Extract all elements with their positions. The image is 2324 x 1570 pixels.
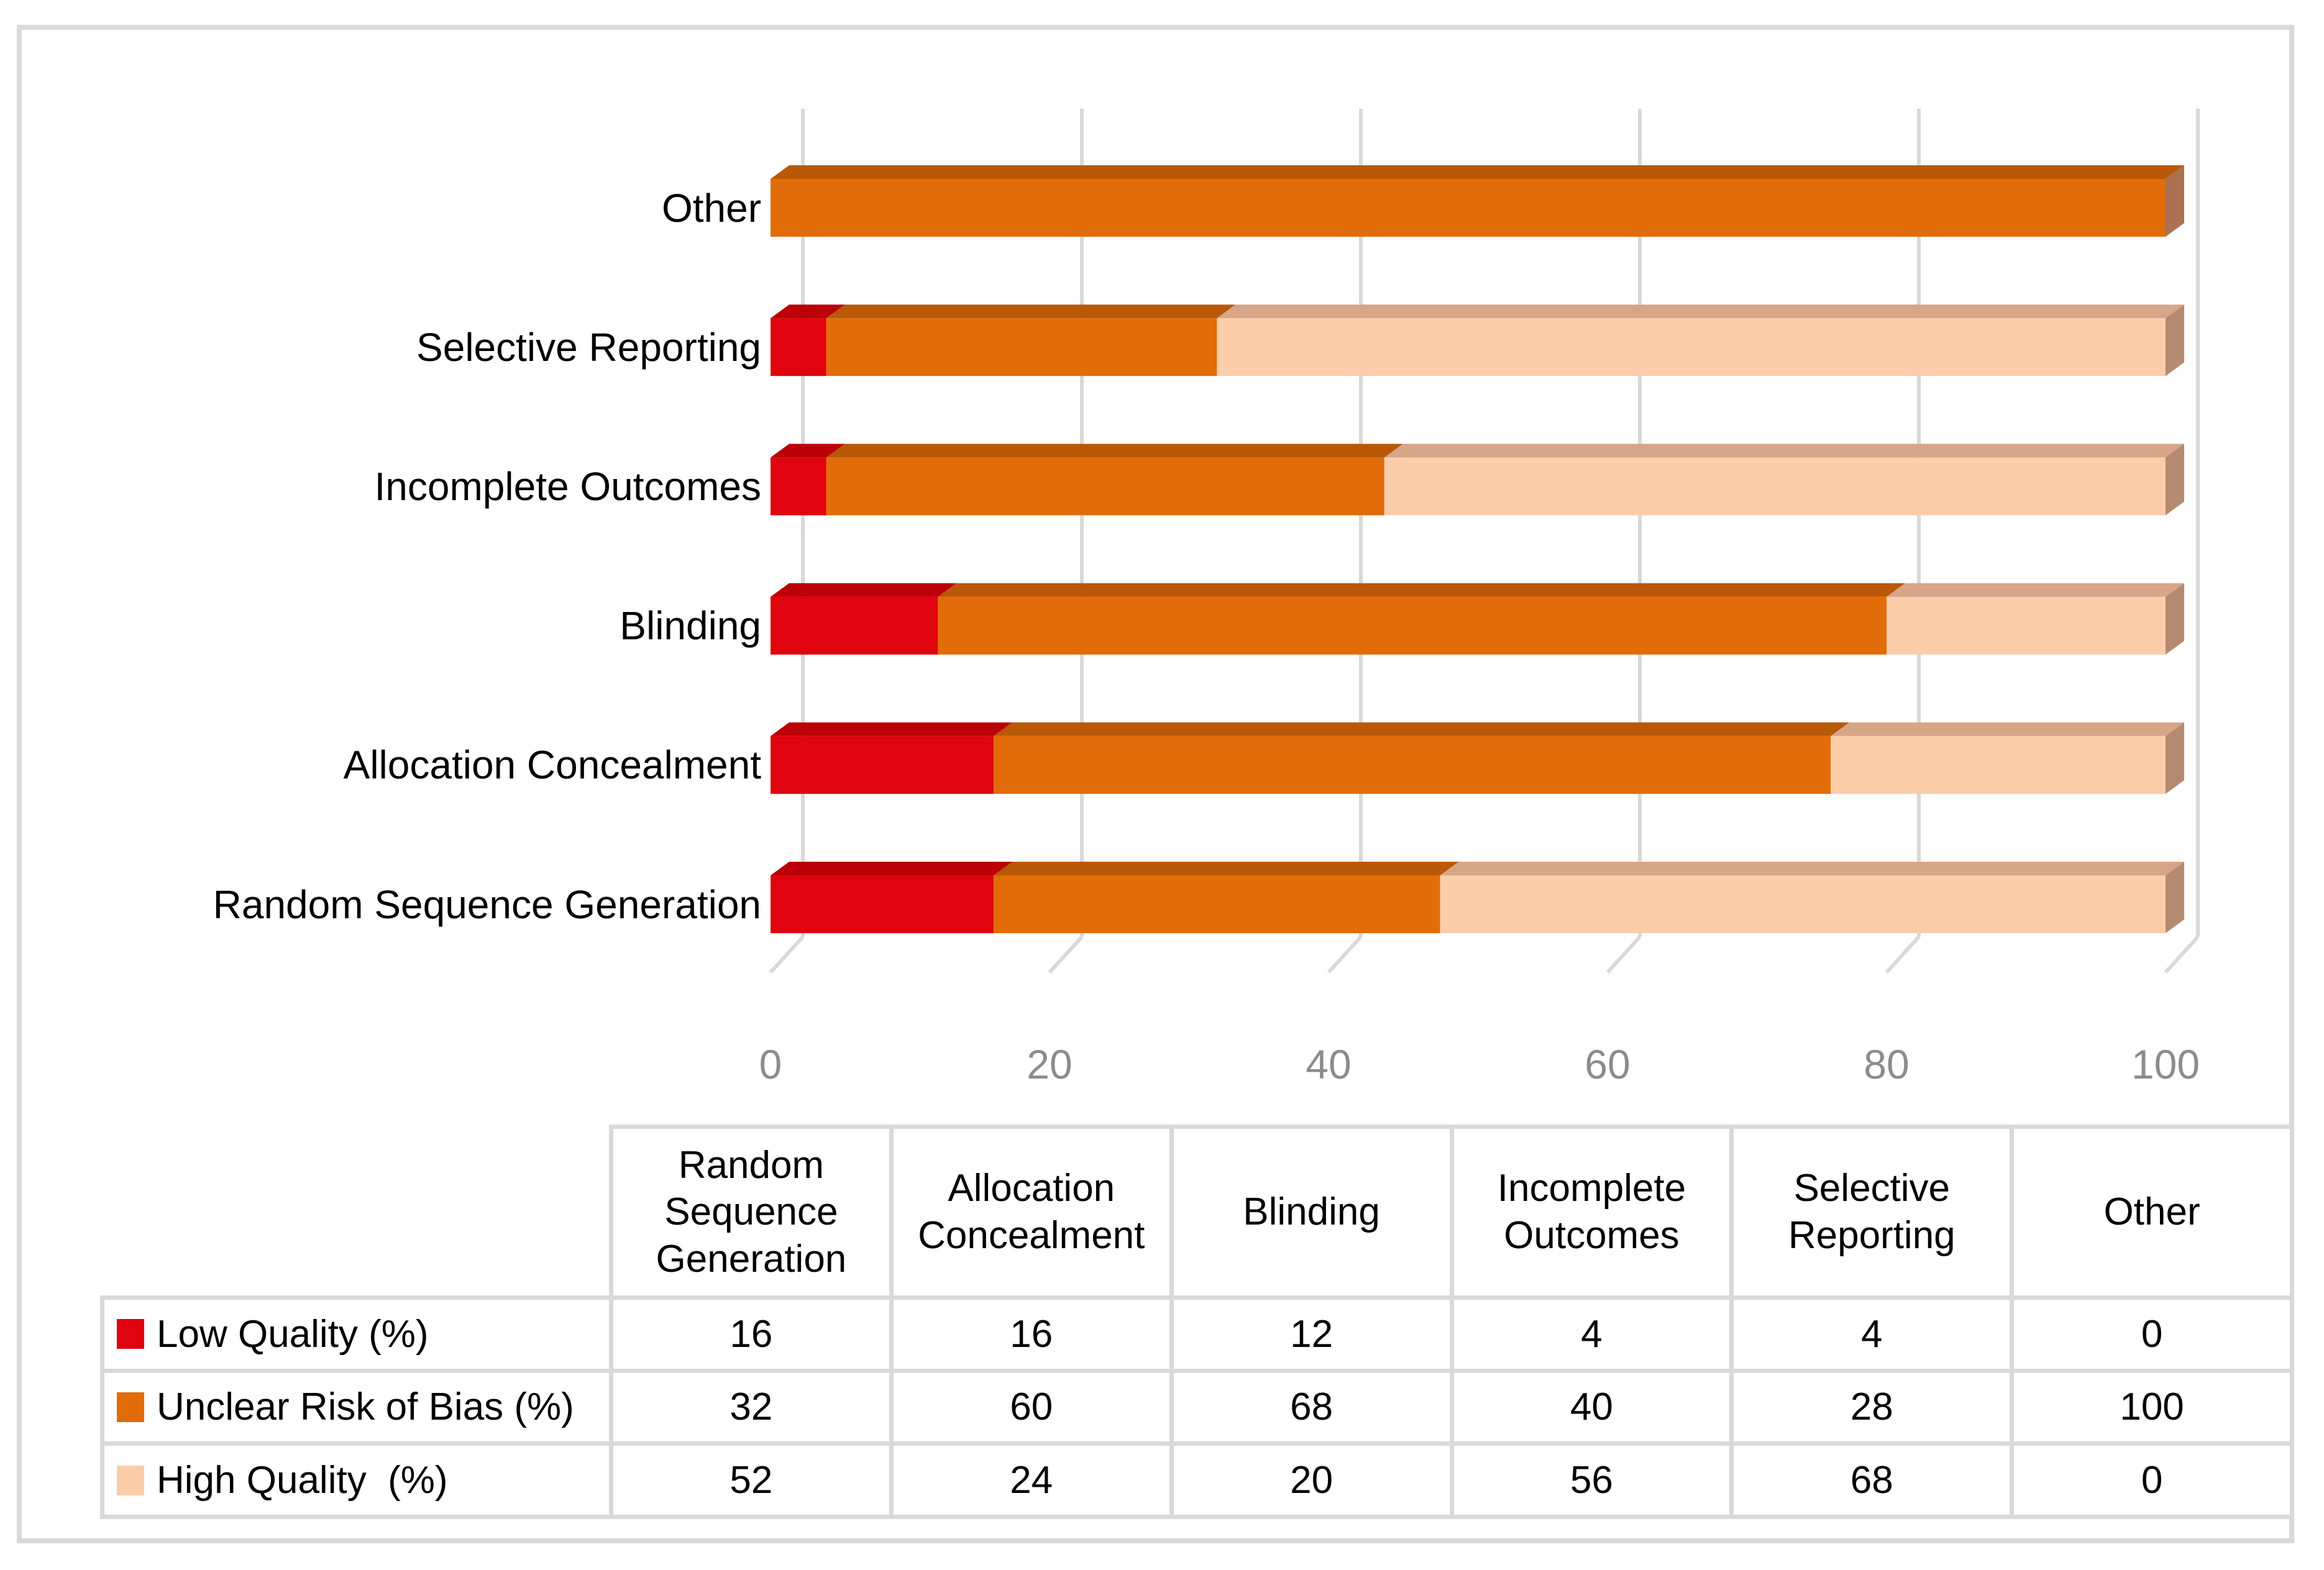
x-axis-tick-label: 60 [1585,1041,1631,1087]
gridline-foot [769,935,805,974]
table-value-cell: 32 [613,1372,889,1442]
table-value-cell: 16 [613,1300,889,1369]
gridline-foot [1327,935,1363,974]
bar-chart-plot [769,109,2200,974]
x-axis-tick-label: 100 [2131,1041,2200,1087]
table-header-cell: Blinding [1173,1129,1450,1295]
table-value-cell: 100 [2014,1372,2290,1442]
bar-segment-top-face [771,583,957,597]
x-axis-tick-label: 0 [759,1041,782,1087]
category-label: Blinding [620,603,761,649]
bar-segment [826,457,1384,516]
table-value-cell: 40 [1453,1372,1730,1442]
bar-segment [771,875,994,933]
bar-end-cap [2166,722,2184,794]
bar-segment [1887,596,2166,655]
bar-segment [771,179,2166,237]
table-value-cell: 20 [1173,1446,1450,1515]
legend-cell: Low Quality (%) [104,1300,609,1369]
bar-segment-top-face [771,304,845,319]
table-header-cell: Random Sequence Generation [613,1129,889,1295]
bar-segment-top-face [1887,583,2184,597]
table-value-cell: 52 [613,1446,889,1515]
table-value-cell: 68 [1734,1446,2010,1515]
bar-segment-top-face [994,862,1459,875]
bar-end-cap [2166,583,2184,655]
gridline-foot [2164,935,2200,974]
bar-segment [1217,318,2166,377]
table-value-cell: 12 [1173,1300,1450,1369]
bar-segment-top-face [994,722,1850,736]
legend-label: High Quality (%) [157,1459,448,1502]
bar-segment [1384,457,2166,516]
bar-end-cap [2166,165,2184,237]
bar-segment [994,736,1831,794]
bar-segment-top-face [826,304,1236,319]
legend-cell: High Quality (%) [104,1446,609,1515]
x-axis-tick-label: 20 [1027,1041,1073,1087]
bar-segment [938,596,1887,655]
bar-end-cap [2166,862,2184,933]
table-header-cell: Incomplete Outcomes [1453,1129,1730,1295]
bar-segment-top-face [1217,304,2184,319]
x-axis-tick-label: 40 [1306,1041,1352,1087]
legend-label: Low Quality (%) [157,1312,429,1356]
category-label: Incomplete Outcomes [374,463,762,509]
category-label: Random Sequence Generation [213,882,761,927]
bar-segment [771,596,938,655]
table-value-cell: 16 [893,1300,1169,1369]
legend-label: Unclear Risk of Bias (%) [157,1385,574,1429]
table-header-cell: Allocation Concealment [893,1129,1169,1295]
bar-segment [771,736,994,794]
category-label: Allocation Concealment [343,742,761,788]
legend-swatch [117,1392,144,1422]
bar-segment [771,457,826,516]
gridline-foot [1048,935,1084,974]
table-value-cell: 28 [1734,1372,2010,1442]
bar-segment-top-face [771,165,2184,179]
figure-border [17,25,2294,1543]
table-value-cell: 4 [1734,1300,2010,1369]
category-label: Selective Reporting [416,324,761,370]
bar-segment-top-face [771,862,1013,875]
table-value-cell: 68 [1173,1372,1450,1442]
table-value-cell: 0 [2014,1446,2290,1515]
bar-segment-top-face [826,444,1403,458]
table-value-cell: 24 [893,1446,1169,1515]
bar-end-cap [2166,444,2184,516]
bar-segment-top-face [771,722,1013,736]
bar-segment [826,318,1217,377]
bar-segment [994,875,1440,933]
table-value-cell: 0 [2014,1300,2290,1369]
x-axis-tick-label: 80 [1864,1041,1910,1087]
bar-segment-top-face [1440,862,2184,875]
gridline-foot [1885,935,1921,974]
table-header-cell: Selective Reporting [1734,1129,2010,1295]
bar-segment-top-face [938,583,1905,597]
bar-segment-top-face [1831,722,2184,736]
bar-segment [1831,736,2166,794]
legend-swatch [117,1465,144,1495]
data-table-header-row: Random Sequence Generation Allocation Con… [609,1125,2294,1300]
table-header-cell: Other [2014,1129,2290,1295]
data-table-body: Low Quality (%) 16 16 12 4 4 0 Unclear Risk of … [100,1295,2294,1519]
legend-swatch [117,1319,144,1349]
gridline-foot [1606,935,1642,974]
bar-segment-top-face [771,444,845,458]
table-value-cell: 56 [1453,1446,1730,1515]
bar-segment [1440,875,2166,933]
bar-end-cap [2166,304,2184,377]
legend-cell: Unclear Risk of Bias (%) [104,1372,609,1442]
table-value-cell: 4 [1453,1300,1730,1369]
bar-segment-top-face [1384,444,2184,458]
bar-segment [771,318,826,377]
table-value-cell: 60 [893,1372,1169,1442]
category-label: Other [661,185,761,230]
